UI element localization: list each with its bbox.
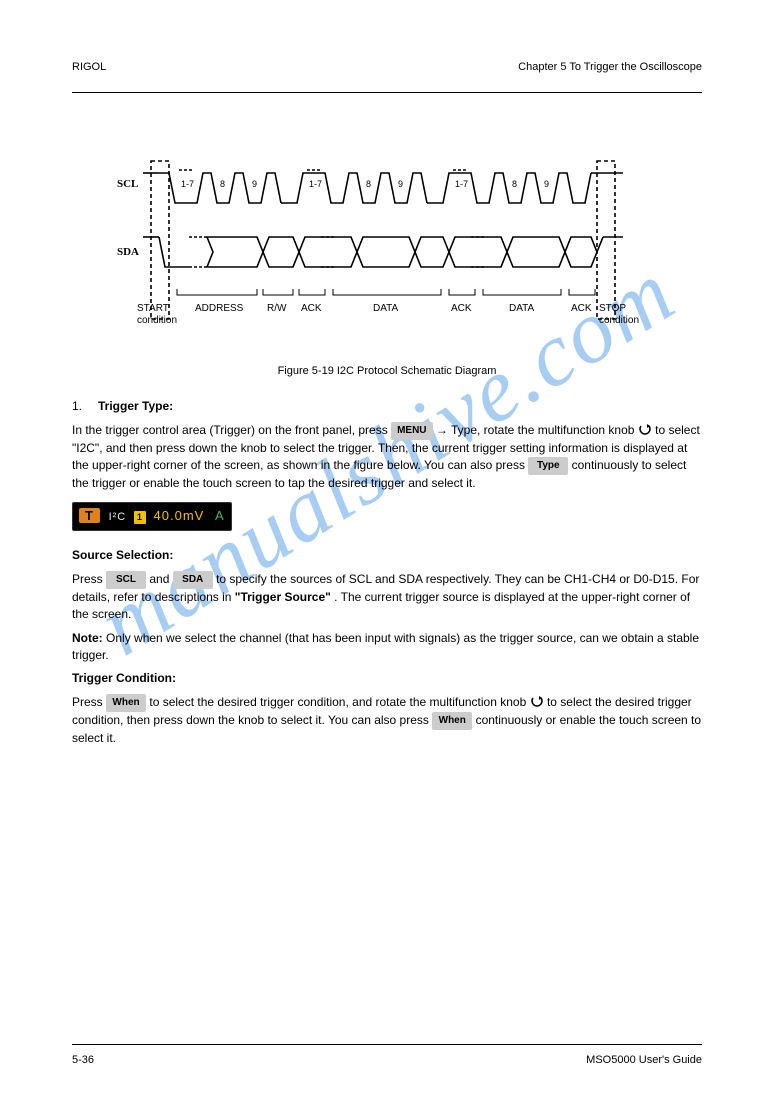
svg-text:8: 8 bbox=[220, 179, 225, 189]
trigger-value: 40.0mV bbox=[154, 508, 205, 523]
svg-text:ACK: ACK bbox=[301, 303, 322, 314]
step-number: 1. bbox=[72, 398, 90, 415]
svg-text:1-7: 1-7 bbox=[455, 179, 468, 189]
svg-text:1-7: 1-7 bbox=[181, 179, 194, 189]
when-button-2: When bbox=[432, 712, 472, 730]
svg-text:ACK: ACK bbox=[571, 303, 592, 314]
when-button: When bbox=[106, 694, 146, 712]
figure-caption: Figure 5-19 I2C Protocol Schematic Diagr… bbox=[117, 364, 657, 380]
svg-text:STOP: STOP bbox=[599, 303, 626, 314]
svg-text:9: 9 bbox=[544, 179, 549, 189]
page: manualshive.com RIGOL Chapter 5 To Trigg… bbox=[0, 0, 774, 1093]
footer-page-number: 5-36 bbox=[72, 1053, 94, 1069]
menu-button: MENU bbox=[391, 422, 432, 440]
i2c-figure: SCL 1-7 8 9 1-7 8 bbox=[117, 155, 657, 380]
trigger-type-para: In the trigger control area (Trigger) on… bbox=[72, 422, 702, 493]
svg-text:8: 8 bbox=[366, 179, 371, 189]
footer-row: 5-36 MSO5000 User's Guide bbox=[72, 1053, 702, 1069]
svg-text:9: 9 bbox=[252, 179, 257, 189]
svg-text:DATA: DATA bbox=[373, 303, 399, 314]
svg-text:DATA: DATA bbox=[509, 303, 535, 314]
i2c-timing-svg: SCL 1-7 8 9 1-7 8 bbox=[117, 155, 657, 355]
svg-text:condition: condition bbox=[599, 315, 639, 326]
trigger-status: A bbox=[215, 508, 225, 523]
trigger-source-link[interactable]: "Trigger Source" bbox=[235, 590, 331, 604]
header-row: RIGOL Chapter 5 To Trigger the Oscillosc… bbox=[72, 60, 702, 76]
footer-guide-name: MSO5000 User's Guide bbox=[586, 1053, 702, 1069]
header-left: RIGOL bbox=[72, 60, 106, 76]
trigger-condition-para: Press When to select the desired trigger… bbox=[72, 694, 702, 747]
scl-button: SCL bbox=[106, 571, 146, 589]
sda-button: SDA bbox=[173, 571, 213, 589]
svg-text:START: START bbox=[137, 303, 169, 314]
trigger-t-badge: T bbox=[79, 508, 100, 523]
svg-text:1-7: 1-7 bbox=[309, 179, 322, 189]
svg-text:8: 8 bbox=[512, 179, 517, 189]
svg-text:R/W: R/W bbox=[267, 303, 287, 314]
step-trigger-type: 1. Trigger Type: bbox=[72, 398, 702, 415]
svg-text:ADDRESS: ADDRESS bbox=[195, 303, 244, 314]
trigger-status-display: T I²C 1 40.0mV A bbox=[72, 502, 232, 531]
source-selection-head: Source Selection: bbox=[72, 547, 702, 564]
content-area: RIGOL Chapter 5 To Trigger the Oscillosc… bbox=[72, 60, 702, 747]
trigger-channel: 1 bbox=[134, 511, 146, 524]
trigger-mode: I²C bbox=[109, 511, 127, 523]
step-title: Trigger Type: bbox=[98, 398, 702, 415]
knob-icon bbox=[530, 696, 544, 710]
svg-text:ACK: ACK bbox=[451, 303, 472, 314]
source-note: Note: Only when we select the channel (t… bbox=[72, 630, 702, 665]
footer-divider bbox=[72, 1044, 702, 1045]
header-right: Chapter 5 To Trigger the Oscilloscope bbox=[518, 60, 702, 76]
source-selection-para: Press SCL and SDA to specify the sources… bbox=[72, 571, 702, 624]
scl-label: SCL bbox=[117, 178, 138, 190]
trigger-condition-head: Trigger Condition: bbox=[72, 670, 702, 687]
knob-icon bbox=[638, 424, 652, 438]
sda-label: SDA bbox=[117, 246, 139, 258]
svg-text:condition: condition bbox=[137, 315, 177, 326]
type-button: Type bbox=[528, 457, 568, 475]
svg-text:9: 9 bbox=[398, 179, 403, 189]
